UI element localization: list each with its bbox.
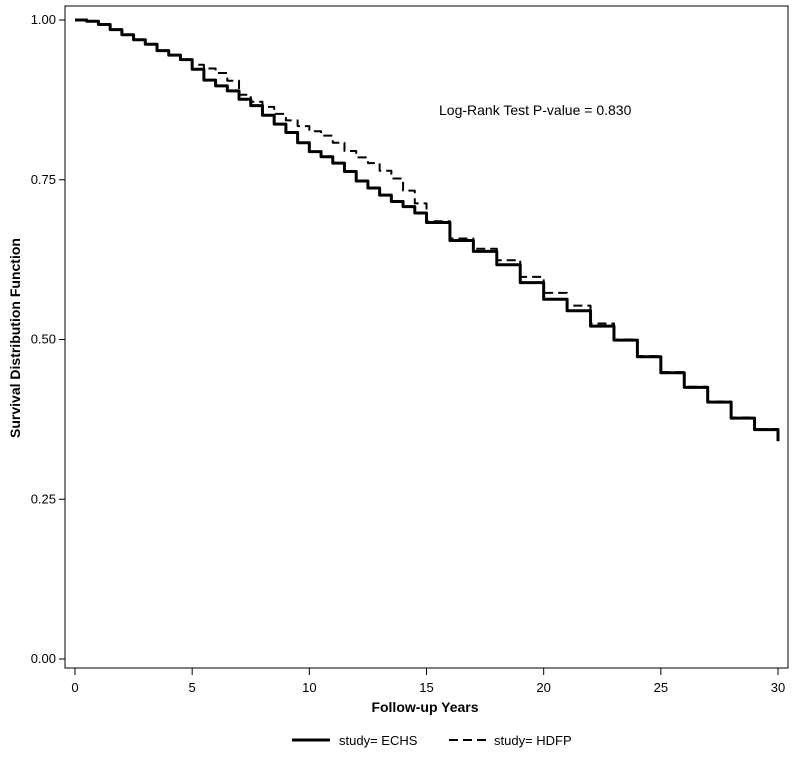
log-rank-annotation: Log-Rank Test P-value = 0.830: [439, 102, 632, 118]
x-tick-label: 20: [536, 680, 550, 695]
x-tick-label: 15: [419, 680, 433, 695]
x-tick-label: 5: [189, 680, 196, 695]
x-axis-title: Follow-up Years: [371, 699, 478, 715]
y-tick-label: 0.00: [31, 651, 56, 666]
plot-frame: [64, 5, 789, 669]
legend: study= ECHS study= HDFP: [292, 733, 572, 748]
x-tick-label: 10: [302, 680, 316, 695]
y-axis: 0.00 0.25 0.50 0.75 1.00: [31, 12, 65, 666]
series-line-hdfp: [75, 19, 779, 441]
x-tick-label: 25: [654, 680, 668, 695]
series-layer: [75, 18, 780, 442]
y-tick-label: 0.75: [31, 172, 56, 187]
y-axis-title: Survival Distribution Function: [7, 238, 23, 438]
y-tick-label: 0.50: [31, 332, 56, 347]
x-axis: 0 5 10 15 20 25 30: [71, 668, 785, 695]
y-tick-label: 0.25: [31, 491, 56, 506]
y-tick-label: 1.00: [31, 12, 56, 27]
x-tick-label: 0: [71, 680, 78, 695]
x-tick-label: 30: [771, 680, 785, 695]
legend-label-hdfp: study= HDFP: [494, 733, 572, 748]
legend-label-echs: study= ECHS: [339, 733, 418, 748]
series-line-echs: [75, 18, 780, 442]
